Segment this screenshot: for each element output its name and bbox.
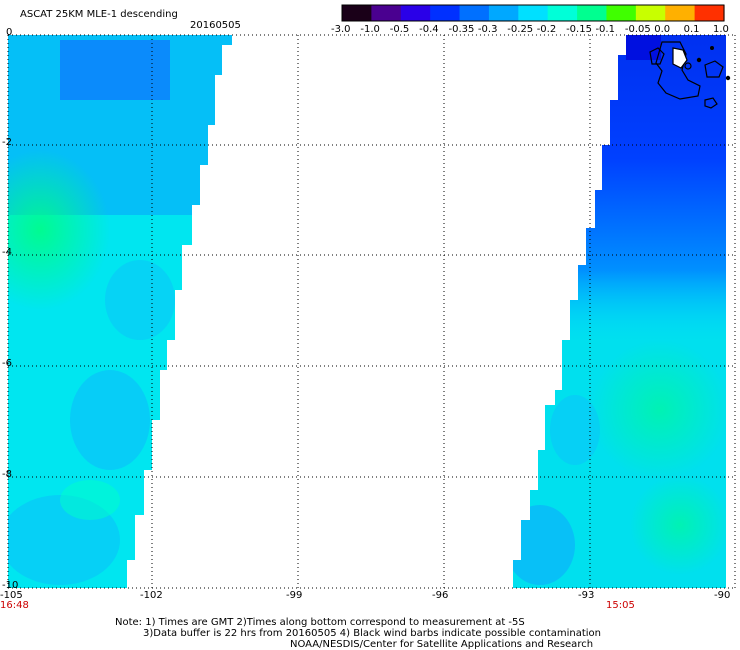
note-line-2: 3)Data buffer is 22 hrs from 20160505 4)… (143, 628, 601, 639)
colorbar-swatch (400, 5, 431, 21)
colorbar-label: -1.0 (360, 24, 380, 35)
right-swath (513, 35, 726, 588)
colorbar-label: 0.1 (683, 24, 700, 35)
colorbar-label: -0.25 (507, 24, 534, 35)
product-title: ASCAT 25KM MLE-1 descending (20, 9, 178, 20)
colorbar-label: -0.2 (536, 24, 557, 35)
x-axis-label: -105 (0, 590, 23, 601)
colorbar-swatch (606, 5, 637, 21)
colorbar-swatch (577, 5, 608, 21)
colorbar-label: -0.5 (389, 24, 410, 35)
x-axis-label: -93 (578, 590, 595, 601)
swath-start-time: 16:48 (0, 600, 29, 611)
colorbar-swatch (547, 5, 578, 21)
y-axis-label: -4 (2, 247, 12, 258)
product-date: 20160505 (190, 20, 241, 31)
colorbar-swatch (518, 5, 549, 21)
colorbar-swatch (342, 5, 372, 21)
island-outlines (649, 41, 731, 109)
colorbar-label: -0.4 (419, 24, 439, 35)
colorbar-label: 1.0 (713, 24, 729, 35)
x-axis-label: -90 (714, 590, 731, 601)
colorbar-label: -0.35 (448, 24, 475, 35)
colorbar (341, 4, 725, 22)
colorbar-label: 0.0 (654, 24, 671, 35)
colorbar-swatch (694, 5, 725, 21)
colorbar-swatch (371, 5, 402, 21)
colorbar-outline (341, 4, 725, 22)
colorbar-swatch (459, 5, 490, 21)
colorbar-swatch (635, 5, 666, 21)
colorbar-label: -0.15 (566, 24, 592, 35)
note-line-3: NOAA/NESDIS/Center for Satellite Applica… (290, 639, 594, 650)
grid-lines (7, 34, 736, 589)
x-axis-label: -102 (140, 590, 163, 601)
colorbar-swatch (665, 5, 696, 21)
x-axis-label: -96 (432, 590, 449, 601)
y-axis-label: 0 (6, 27, 13, 38)
y-axis-label: -2 (2, 137, 12, 148)
colorbar-label: -3.0 (331, 24, 351, 35)
y-axis-label: -6 (2, 358, 12, 369)
y-axis-label: -10 (2, 580, 19, 591)
colorbar-label: -0.05 (624, 24, 651, 35)
colorbar-label: -0.3 (477, 24, 498, 35)
swath-end-time: 15:05 (606, 600, 635, 611)
note-line-1: Note: 1) Times are GMT 2)Times along bot… (115, 617, 525, 628)
y-axis-label: -8 (2, 469, 12, 480)
colorbar-swatch (488, 5, 519, 21)
colorbar-swatch (430, 5, 461, 21)
colorbar-label: -0.1 (595, 24, 615, 35)
x-axis-label: -99 (286, 590, 303, 601)
left-swath (8, 35, 232, 588)
